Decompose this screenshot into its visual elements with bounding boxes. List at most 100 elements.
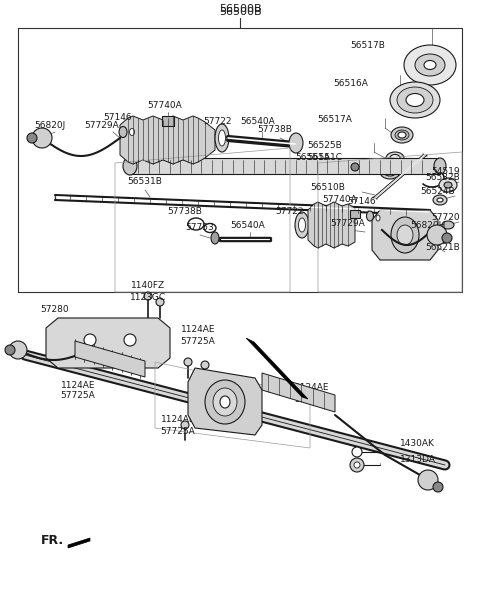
Circle shape	[156, 298, 164, 306]
Ellipse shape	[376, 215, 380, 221]
Ellipse shape	[367, 211, 373, 221]
Polygon shape	[262, 373, 335, 412]
Text: 57725A: 57725A	[180, 337, 216, 346]
Polygon shape	[120, 116, 215, 164]
Ellipse shape	[390, 82, 440, 118]
Ellipse shape	[395, 130, 409, 140]
Text: 57738B: 57738B	[258, 125, 292, 134]
Ellipse shape	[123, 157, 137, 175]
Ellipse shape	[397, 87, 433, 113]
Ellipse shape	[220, 396, 230, 408]
Text: 1123GC: 1123GC	[130, 294, 166, 302]
Ellipse shape	[386, 152, 404, 164]
Text: 57725A: 57725A	[161, 426, 195, 435]
Circle shape	[352, 447, 362, 457]
Circle shape	[418, 470, 438, 490]
Circle shape	[354, 462, 360, 468]
Text: 57722: 57722	[276, 208, 304, 217]
Text: 57740A: 57740A	[323, 194, 358, 203]
Ellipse shape	[215, 124, 229, 152]
Text: 56524B: 56524B	[420, 187, 455, 196]
Ellipse shape	[439, 178, 457, 192]
Ellipse shape	[299, 218, 305, 232]
Text: 56510B: 56510B	[310, 184, 345, 193]
Bar	[130, 158, 440, 174]
Text: 56517B: 56517B	[350, 42, 385, 51]
Bar	[350, 210, 360, 218]
Ellipse shape	[404, 45, 456, 85]
Text: 56532B: 56532B	[425, 173, 460, 182]
Polygon shape	[188, 368, 262, 435]
Circle shape	[201, 361, 209, 369]
Text: 56531B: 56531B	[128, 178, 162, 187]
Ellipse shape	[406, 93, 424, 107]
Text: 57722: 57722	[204, 117, 232, 126]
Text: 57146: 57146	[348, 197, 376, 206]
Text: 56521B: 56521B	[425, 243, 460, 252]
Text: 57753: 57753	[186, 223, 215, 232]
Text: 54519: 54519	[432, 167, 460, 176]
Ellipse shape	[213, 388, 237, 416]
Text: 1124AE: 1124AE	[61, 380, 95, 389]
Ellipse shape	[384, 168, 396, 176]
Text: 56525B: 56525B	[307, 140, 342, 149]
Text: 56540A: 56540A	[240, 117, 276, 126]
Polygon shape	[308, 202, 355, 248]
Ellipse shape	[444, 182, 452, 188]
Ellipse shape	[211, 232, 219, 244]
Text: 56540A: 56540A	[230, 222, 265, 231]
Text: 1313DA: 1313DA	[400, 456, 436, 465]
Text: 1430AK: 1430AK	[400, 439, 435, 448]
Circle shape	[184, 358, 192, 366]
Ellipse shape	[204, 223, 216, 232]
Ellipse shape	[218, 130, 226, 146]
Text: 1124AE: 1124AE	[161, 415, 195, 424]
Circle shape	[181, 421, 189, 429]
Polygon shape	[68, 538, 90, 548]
Text: 56551A: 56551A	[295, 154, 330, 163]
Circle shape	[84, 334, 96, 346]
Text: FR.: FR.	[40, 533, 63, 547]
Text: 56516A: 56516A	[333, 79, 368, 88]
Circle shape	[144, 292, 152, 300]
Text: 56820H: 56820H	[410, 220, 446, 229]
Ellipse shape	[119, 126, 127, 137]
Ellipse shape	[130, 128, 134, 135]
Circle shape	[350, 458, 364, 472]
Ellipse shape	[437, 198, 443, 202]
Ellipse shape	[391, 217, 419, 253]
Text: 1124AE: 1124AE	[295, 383, 329, 393]
Text: 57740A: 57740A	[148, 102, 182, 111]
Circle shape	[124, 334, 136, 346]
Polygon shape	[372, 210, 438, 260]
Circle shape	[32, 128, 52, 148]
Text: 1124AE: 1124AE	[181, 326, 215, 335]
Polygon shape	[75, 341, 145, 377]
Ellipse shape	[390, 155, 400, 161]
Circle shape	[9, 341, 27, 359]
Text: 57146: 57146	[104, 114, 132, 122]
Text: 56820J: 56820J	[35, 120, 66, 129]
Ellipse shape	[295, 212, 309, 238]
Ellipse shape	[380, 165, 400, 179]
Text: 57725A: 57725A	[295, 394, 329, 403]
Text: 56517A: 56517A	[317, 116, 352, 125]
Polygon shape	[46, 318, 170, 368]
Circle shape	[433, 482, 443, 492]
Text: 56500B: 56500B	[219, 4, 261, 14]
Text: 57729A: 57729A	[331, 220, 365, 229]
Ellipse shape	[424, 60, 436, 69]
Text: 57720: 57720	[432, 214, 460, 223]
Ellipse shape	[397, 225, 413, 245]
Ellipse shape	[289, 133, 303, 153]
Text: 57738B: 57738B	[168, 208, 203, 217]
Ellipse shape	[442, 221, 454, 229]
Text: 1140FZ: 1140FZ	[131, 282, 165, 291]
Text: 56500B: 56500B	[219, 7, 261, 17]
Ellipse shape	[434, 158, 446, 174]
Ellipse shape	[205, 380, 245, 424]
Text: 56551C: 56551C	[307, 154, 342, 163]
Polygon shape	[246, 338, 308, 399]
Circle shape	[442, 233, 452, 243]
Text: 57280: 57280	[41, 305, 69, 314]
